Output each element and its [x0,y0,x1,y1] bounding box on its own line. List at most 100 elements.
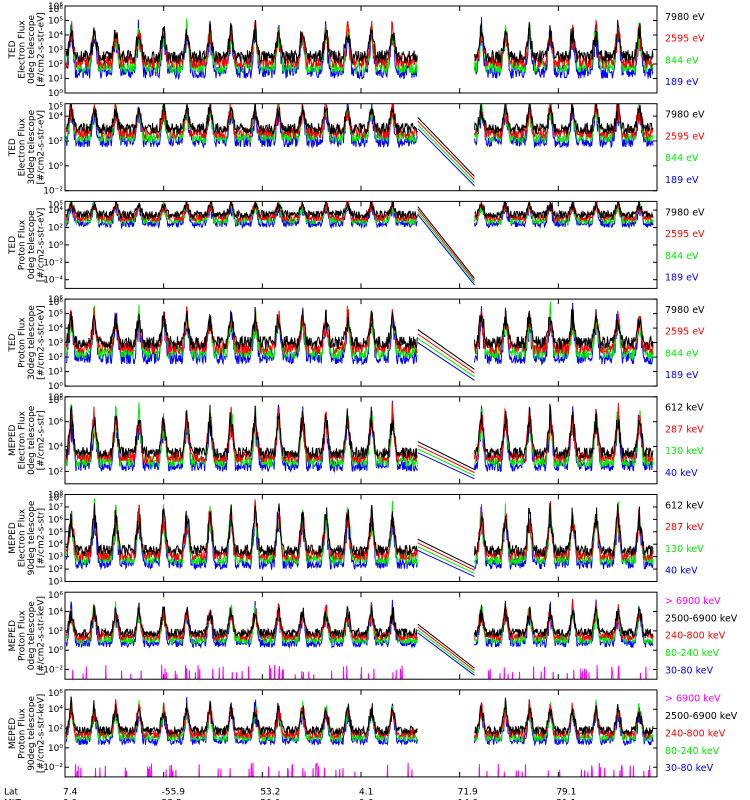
y-tick-label: 10² [48,565,63,575]
y-tick-label: 10⁴ [48,206,63,216]
panel-data [65,201,654,286]
y-tick-label: 10⁰ [48,241,63,251]
y-tick-label: 10² [48,224,63,234]
legend-entry: 80-240 keV [665,746,720,757]
y-tick-label: 10⁻² [43,763,63,773]
series-7980-ev [65,103,654,136]
legend-entry: 7980 eV [665,207,705,218]
gap-interpolation-line [417,546,475,574]
y-axis-label: MEPEDElectron Flux90deg telescope[#/cm2-… [8,500,47,575]
y-axis-label: TEDElectron Flux0deg telescope[#/cm2-s-s… [8,12,47,87]
x-axis-value: 9.6 [359,799,374,800]
panel-frame [64,396,658,485]
y-tick-label: 10⁴ [48,324,63,334]
panel-data [65,103,654,187]
y-axis-label-line: [#/cm2-s-str-eV] [36,305,46,380]
legend-entry: 7980 eV [665,305,705,316]
gap-interpolation-line [417,208,475,281]
y-axis-label: TEDProton Flux30deg telescope[#/cm2-s-st… [8,305,47,380]
legend-entry: 189 eV [665,370,699,381]
y-axis-label-line: [#/cm2-s-str] [36,508,46,568]
y-axis-label-line: 30deg telescope [27,305,37,380]
panel-data [65,17,654,81]
y-tick-label: 10⁶ [48,515,63,525]
panel-frame [64,494,658,582]
panel-data [65,696,654,777]
legend-entry: > 6900 keV [665,694,721,705]
y-axis-label-line: MEPED [8,620,18,652]
legend-entry: 30-80 keV [665,666,714,677]
legend-entry: 2595 eV [665,327,705,338]
y-tick-label: 10⁶ [48,5,63,15]
y-axis-label-line: [#/cm2-s-str-keV] [36,694,46,773]
y-axis-label-line: [#/cm2-s-str-eV] [36,110,46,185]
y-tick-label: 10⁰ [48,646,63,656]
series-2500-6900-kev [65,600,654,639]
y-axis-label-line: 90deg telescope [27,696,37,771]
y-tick-label: 10⁶ [48,418,63,428]
x-axis-row-label: Lat [4,788,19,798]
y-axis-label-line: Electron Flux [17,20,27,79]
panel-frame [64,591,658,680]
y-axis-label-line: [#/cm2-s-str-eV] [36,208,46,283]
gap-interpolation-line [417,626,475,671]
y-tick-label: 10¹ [48,75,63,85]
y-axis-label-line: Proton Flux [17,219,27,270]
y-tick-label: 10⁵ [48,310,63,320]
series-7980-ev [65,201,654,220]
gap-interpolation-line [417,629,475,674]
y-tick-label: 10⁻² [43,258,63,268]
y-tick-label: 10⁶ [48,689,63,699]
y-tick-label: 10⁰ [48,382,63,392]
y-axis-label-line: Electron Flux [17,508,27,567]
y-axis-label-line: TED [8,333,18,352]
x-axis-value: 21.1 [556,799,576,800]
legend-entry: 844 eV [665,55,699,66]
y-tick-label: 10² [48,627,63,637]
gap-interpolation-line [417,632,475,676]
gap-interpolation-line [417,128,475,187]
legend-entry: 130 keV [665,446,704,457]
gap-interpolation-line [417,333,475,374]
y-axis-label-line: Electron Flux [17,117,27,176]
legend-entry: 2595 eV [665,34,705,45]
legend-entry: 7980 eV [665,110,705,121]
y-tick-label: 10⁸ [48,393,63,403]
series-7980-ev [65,19,654,65]
legend-entry: 612 keV [665,500,704,511]
series-2500-6900-kev [65,696,654,737]
panel-6: 10¹10²10³10⁴10⁵10⁶10⁷10⁸10⁸MEPEDElectron… [8,491,704,588]
y-tick-label: 10⁰ [48,744,63,754]
y-tick-label: 10⁻⁴ [43,276,63,286]
y-tick-label: 10⁻² [43,187,63,197]
legend-entry: 844 eV [665,251,699,262]
x-axis-row-label: MLT [4,799,22,800]
panel-frame [64,200,658,289]
y-tick-label: 10⁶ [48,591,63,601]
series-7980-ev [65,306,654,351]
y-axis-label: TEDProton Flux0deg telescope[#/cm2-s-str… [8,208,47,283]
series--6900-kev [74,762,651,777]
y-axis-label-line: 0deg telescope [27,405,37,475]
gap-interpolation-line [417,538,475,568]
legend-entry: 612 keV [665,403,704,414]
y-tick-label: 10⁵ [48,528,63,538]
legend-entry: 2595 eV [665,229,705,240]
y-axis-label-line: 0deg telescope [27,210,37,280]
gap-interpolation-line [417,549,475,577]
y-tick-label: 10⁸ [48,494,63,504]
legend-entry: 40 keV [665,566,698,577]
legend-entry: 80-240 keV [665,648,720,659]
y-tick-label: 10⁰ [48,162,63,172]
y-axis-label-line: [#/cm2-s-str-eV] [36,12,46,87]
y-axis-label-line: Proton Flux [17,610,27,661]
gap-interpolation-line [417,337,475,378]
x-axis-value: 4.1 [359,788,373,798]
gap-interpolation-line [417,448,475,477]
gap-interpolation-line [417,214,475,286]
legend-entry: 130 keV [665,544,704,555]
panel-frame [64,298,658,387]
